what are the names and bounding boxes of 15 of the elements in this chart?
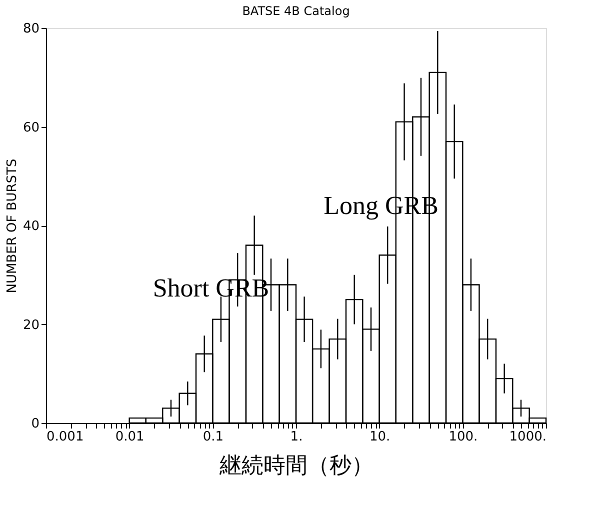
- chart-title: BATSE 4B Catalog: [242, 4, 350, 18]
- y-tick-label: 0: [31, 416, 40, 432]
- y-axis-title: NUMBER OF BURSTS: [4, 158, 20, 294]
- x-tick-label: 100.: [448, 430, 478, 444]
- x-tick-label: 1.: [290, 430, 303, 444]
- x-tick-label: 0.01: [115, 430, 144, 444]
- x-tick-label: 10.: [369, 430, 390, 444]
- x-tick-label: 0.001: [46, 430, 84, 444]
- x-tick-label: 0.1: [202, 430, 224, 444]
- y-tick-label: 40: [22, 219, 40, 234]
- x-tick-label: 1000.: [509, 430, 546, 444]
- y-tick-label: 20: [22, 318, 40, 333]
- x-axis-title: 継続時間（秒）: [218, 454, 374, 478]
- y-tick-label: 80: [22, 22, 40, 36]
- y-tick-label: 60: [22, 120, 40, 136]
